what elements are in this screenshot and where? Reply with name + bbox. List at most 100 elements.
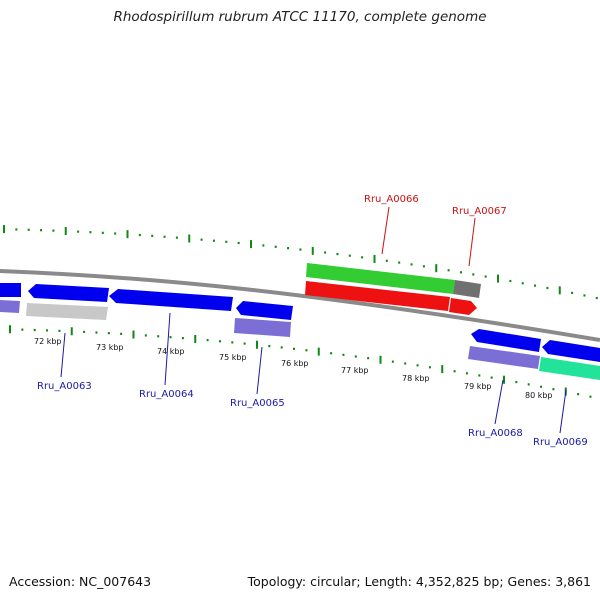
leader-line-rru-a0065 bbox=[256, 346, 263, 395]
inner-tick-12 bbox=[157, 335, 160, 338]
inner-tick-1 bbox=[21, 328, 24, 331]
inner-tick-0 bbox=[9, 325, 11, 334]
outer-tick-42 bbox=[521, 282, 524, 285]
inner-tick-39 bbox=[490, 376, 493, 379]
inner-tick-16 bbox=[206, 339, 209, 342]
gene-feature-left-edge-alt[interactable] bbox=[0, 300, 20, 313]
leader-line-rru-a0064 bbox=[164, 312, 171, 386]
gene-label-rru-a0067[interactable]: Rru_A0067 bbox=[452, 206, 507, 217]
gene-label-rru-a0063[interactable]: Rru_A0063 bbox=[37, 381, 92, 392]
leader-line-rru-a0069 bbox=[559, 389, 567, 434]
outer-tick-35 bbox=[435, 264, 438, 273]
inner-tick-13 bbox=[169, 336, 172, 339]
outer-tick-44 bbox=[546, 286, 549, 290]
inner-tick-9 bbox=[120, 332, 123, 335]
gene-label-rru-a0065[interactable]: Rru_A0065 bbox=[230, 398, 285, 409]
outer-tick-22 bbox=[274, 245, 277, 248]
gene-label-rru-a0066[interactable]: Rru_A0066 bbox=[364, 194, 419, 205]
outer-tick-9 bbox=[114, 232, 117, 235]
kbp-label-79: 79 kbp bbox=[464, 382, 492, 391]
outer-tick-8 bbox=[101, 231, 104, 234]
inner-tick-37 bbox=[465, 372, 468, 375]
gene-feature-red-cds[interactable] bbox=[305, 281, 450, 311]
outer-tick-5 bbox=[64, 227, 67, 236]
outer-tick-0 bbox=[3, 225, 5, 234]
outer-tick-47 bbox=[583, 294, 586, 297]
outer-tick-3 bbox=[40, 229, 43, 232]
inner-tick-47 bbox=[589, 395, 592, 398]
inner-tick-14 bbox=[181, 337, 184, 340]
gene-feature-rru-a0069[interactable] bbox=[542, 340, 600, 362]
outer-tick-11 bbox=[138, 233, 141, 237]
gene-feature-red-cds-2[interactable] bbox=[449, 298, 477, 315]
kbp-label-78: 78 kbp bbox=[402, 374, 430, 383]
inner-tick-31 bbox=[391, 360, 394, 363]
outer-tick-17 bbox=[212, 239, 215, 242]
inner-tick-24 bbox=[305, 349, 308, 352]
inner-tick-22 bbox=[280, 346, 283, 349]
inner-tick-35 bbox=[441, 365, 444, 374]
outer-tick-12 bbox=[151, 234, 154, 237]
gene-feature-left-edge[interactable] bbox=[0, 283, 21, 297]
inner-tick-36 bbox=[453, 370, 456, 373]
gene-feature-rru-a0064[interactable] bbox=[109, 289, 233, 311]
inner-tick-25 bbox=[317, 347, 320, 356]
gene-feature-rru-a0068[interactable] bbox=[471, 329, 541, 352]
outer-tick-14 bbox=[175, 236, 178, 239]
inner-tick-29 bbox=[367, 357, 370, 360]
outer-tick-33 bbox=[410, 263, 413, 266]
inner-tick-28 bbox=[354, 355, 357, 358]
gene-feature-rru-a0067[interactable] bbox=[453, 280, 481, 298]
kbp-label-80: 80 kbp bbox=[525, 391, 553, 400]
gene-feature-rru-a0065[interactable] bbox=[236, 301, 293, 320]
inner-tick-7 bbox=[95, 331, 98, 334]
gene-feature-pale-cds[interactable] bbox=[26, 303, 108, 320]
outer-tick-39 bbox=[484, 275, 487, 278]
gene-feature-rru-a0068-alt[interactable] bbox=[468, 346, 540, 369]
gene-label-rru-a0068[interactable]: Rru_A0068 bbox=[468, 428, 523, 439]
outer-tick-28 bbox=[348, 254, 351, 257]
leader-line-rru-a0063 bbox=[60, 332, 66, 378]
outer-tick-48 bbox=[595, 296, 598, 300]
outer-tick-1 bbox=[15, 228, 18, 231]
gene-label-rru-a0069[interactable]: Rru_A0069 bbox=[533, 437, 588, 448]
outer-tick-26 bbox=[324, 251, 327, 254]
gene-feature-rru-a0063[interactable] bbox=[28, 284, 109, 302]
inner-tick-18 bbox=[231, 341, 234, 344]
gene-feature-rru-a0065-alt[interactable] bbox=[234, 318, 291, 337]
outer-tick-4 bbox=[52, 229, 55, 232]
inner-tick-10 bbox=[132, 330, 135, 339]
inner-tick-17 bbox=[218, 340, 221, 343]
outer-tick-30 bbox=[373, 254, 376, 263]
inner-tick-41 bbox=[515, 380, 518, 384]
outer-tick-21 bbox=[262, 244, 265, 247]
map-title: Rhodospirillum rubrum ATCC 11170, comple… bbox=[113, 9, 487, 25]
outer-tick-13 bbox=[163, 235, 166, 238]
inner-tick-4 bbox=[58, 329, 61, 332]
outer-tick-6 bbox=[77, 230, 80, 233]
kbp-label-76: 76 kbp bbox=[281, 359, 309, 368]
outer-tick-18 bbox=[225, 240, 228, 243]
leader-line-rru-a0067 bbox=[468, 217, 476, 267]
outer-tick-20 bbox=[250, 240, 252, 249]
inner-tick-26 bbox=[330, 352, 333, 355]
gene-label-rru-a0064[interactable]: Rru_A0064 bbox=[139, 389, 194, 400]
inner-tick-46 bbox=[577, 393, 580, 396]
kbp-label-74: 74 kbp bbox=[157, 347, 185, 356]
outer-tick-38 bbox=[472, 273, 475, 276]
inner-tick-3 bbox=[46, 329, 49, 332]
outer-tick-7 bbox=[89, 231, 92, 234]
gene-feature-rru-a0066[interactable] bbox=[306, 263, 455, 294]
outer-tick-43 bbox=[534, 284, 537, 287]
leader-line-rru-a0066 bbox=[381, 206, 390, 255]
inner-tick-34 bbox=[428, 366, 431, 369]
inner-tick-23 bbox=[293, 347, 296, 350]
gene-feature-mint-cds[interactable] bbox=[539, 357, 600, 380]
genome-backbone bbox=[0, 269, 600, 342]
outer-tick-19 bbox=[237, 241, 240, 245]
kbp-label-75: 75 kbp bbox=[219, 353, 247, 362]
outer-tick-31 bbox=[385, 259, 388, 262]
inner-tick-30 bbox=[379, 355, 382, 364]
inner-tick-40 bbox=[503, 375, 505, 384]
accession-label: Accession: NC_007643 bbox=[9, 574, 152, 589]
